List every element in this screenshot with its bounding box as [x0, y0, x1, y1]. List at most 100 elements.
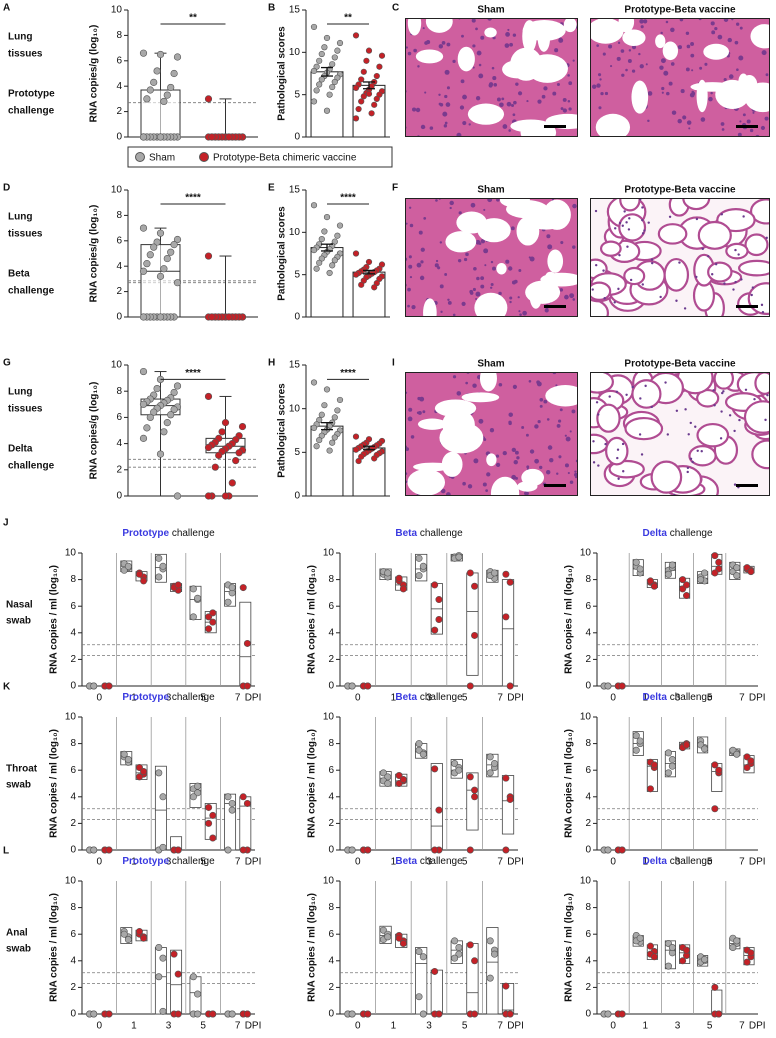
data-point	[243, 639, 251, 647]
alveolus	[415, 49, 444, 64]
nucleus	[738, 55, 744, 61]
x-unit: DPI	[749, 857, 766, 868]
data-point	[173, 382, 182, 390]
nucleus	[467, 484, 473, 489]
panel-letter: G	[3, 358, 11, 369]
nucleus	[572, 59, 575, 62]
nucleus	[444, 273, 448, 276]
nucleus	[764, 116, 769, 121]
data-point	[159, 954, 167, 962]
data-point	[204, 252, 213, 260]
alveolus	[590, 372, 614, 394]
y-tick-label: 0	[70, 1009, 76, 1020]
nucleus	[480, 35, 485, 40]
nucleus	[677, 118, 682, 124]
nucleus	[599, 78, 602, 81]
data-point	[491, 760, 499, 768]
alveolus	[662, 41, 679, 61]
x-tick-label: 1	[643, 1021, 649, 1032]
data-point	[140, 577, 148, 585]
data-point	[135, 773, 143, 781]
nucleus	[659, 65, 664, 70]
nucleus	[492, 266, 496, 271]
nucleus	[623, 210, 626, 213]
nucleus	[545, 470, 551, 475]
nucleus	[720, 213, 724, 216]
data-point	[140, 934, 148, 942]
nucleus	[405, 222, 408, 225]
y-tick-label: 4	[116, 81, 122, 92]
nucleus	[626, 245, 629, 248]
nucleus	[472, 383, 477, 388]
nucleus	[418, 230, 423, 235]
alveolus	[744, 233, 769, 257]
data-point	[310, 202, 318, 209]
data-point	[313, 443, 320, 450]
data-point	[204, 443, 213, 452]
nucleus	[734, 280, 737, 284]
alveolus	[490, 476, 520, 496]
nucleus	[691, 460, 694, 464]
data-point	[466, 846, 474, 854]
chart-title: Prototype challenge	[122, 692, 215, 703]
y-axis-label: Pathological scores	[277, 26, 288, 121]
y-axis-label: RNA copies / ml (log₁₀)	[307, 893, 318, 1002]
nucleus	[509, 296, 513, 300]
data-point	[313, 265, 320, 272]
nucleus	[480, 284, 485, 289]
y-tick-label: 8	[585, 902, 591, 913]
data-point	[204, 492, 213, 500]
y-tick-label: 10	[65, 712, 77, 723]
nucleus	[647, 221, 650, 224]
data-point	[352, 115, 360, 122]
y-tick-label: 2	[70, 818, 76, 829]
nucleus	[472, 66, 475, 69]
data-point	[173, 53, 182, 61]
nucleus	[560, 107, 564, 110]
data-point	[364, 1010, 372, 1018]
nucleus	[764, 418, 767, 422]
data-point	[701, 569, 709, 577]
data-point	[733, 564, 741, 572]
nucleus	[614, 227, 617, 230]
data-point	[371, 284, 378, 291]
x-tick-label: 0	[97, 857, 103, 868]
data-point	[167, 248, 175, 256]
data-point	[419, 953, 427, 961]
nucleus	[740, 278, 743, 281]
data-point	[604, 846, 612, 854]
data-point	[373, 72, 380, 80]
data-point	[502, 774, 510, 782]
box	[501, 775, 515, 835]
nucleus	[435, 199, 438, 202]
nucleus	[661, 86, 665, 91]
data-point	[139, 400, 148, 408]
nucleus	[408, 264, 413, 269]
nucleus	[509, 42, 513, 47]
image-label: Sham	[477, 185, 504, 196]
data-point	[435, 596, 443, 604]
x-tick-label: 0	[610, 693, 616, 704]
nucleus	[604, 91, 609, 96]
title-virus: Delta	[642, 856, 667, 867]
nucleus	[507, 28, 510, 31]
data-point	[310, 67, 318, 75]
nucleus	[760, 303, 764, 307]
data-point	[373, 95, 380, 102]
nucleus	[695, 275, 698, 279]
data-point	[318, 411, 325, 418]
data-point	[471, 793, 479, 801]
alveolus	[618, 213, 647, 242]
nucleus	[504, 43, 510, 48]
nucleus	[631, 69, 636, 73]
data-point	[364, 846, 372, 854]
nucleus	[468, 123, 471, 126]
nucleus	[409, 223, 414, 228]
title-suffix: challenge	[420, 528, 463, 539]
nucleus	[505, 259, 510, 264]
y-tick-label: 10	[111, 5, 123, 16]
nucleus	[465, 252, 469, 257]
nucleus	[720, 122, 725, 126]
box	[430, 969, 443, 1015]
data-point	[239, 793, 247, 801]
